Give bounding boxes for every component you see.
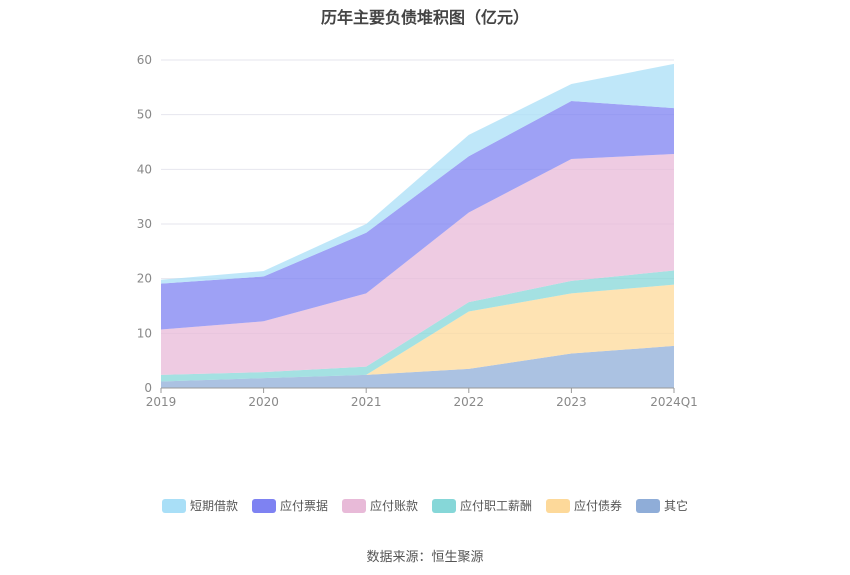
x-tick-label: 2019	[146, 395, 177, 409]
legend-swatch	[341, 498, 366, 513]
x-tick-label: 2020	[248, 395, 279, 409]
x-tick-label: 2022	[454, 395, 485, 409]
x-tick-label: 2024Q1	[650, 395, 698, 409]
legend-label: 应付票据	[279, 499, 328, 513]
legend-item[interactable]: 应付票据	[251, 497, 328, 514]
y-tick-label: 30	[137, 217, 152, 231]
legend-item[interactable]: 应付账款	[341, 497, 418, 514]
legend-label: 应付债券	[574, 499, 623, 513]
data-source: 数据来源：恒生聚源	[366, 550, 484, 565]
legend-swatch	[251, 498, 276, 513]
legend-label: 应付职工薪酬	[460, 499, 533, 513]
legend-item[interactable]: 其它	[636, 497, 688, 514]
area-series	[161, 63, 674, 388]
legend-swatch	[546, 498, 571, 513]
legend-item[interactable]: 应付债券	[546, 497, 622, 514]
legend-swatch	[636, 498, 661, 513]
legend: 短期借款 应付票据 应付账款 应付职工薪酬 应付债券 其它	[0, 497, 850, 514]
legend-swatch	[161, 498, 186, 513]
series-area-5[interactable]	[161, 63, 674, 284]
legend-item[interactable]: 应付职工薪酬	[432, 497, 532, 514]
series-area-0[interactable]	[161, 345, 674, 388]
y-tick-label: 40	[137, 162, 152, 176]
series-area-1[interactable]	[161, 284, 674, 382]
y-tick-label: 60	[137, 53, 152, 67]
y-tick-label: 0	[144, 381, 152, 395]
series-area-4[interactable]	[161, 101, 674, 330]
legend-item[interactable]: 短期借款	[161, 497, 238, 514]
axes: 0 10 20 30 40 50 60 2019 2020 2021 2022 2023 2024Q1	[137, 53, 698, 409]
legend-swatch	[432, 498, 456, 513]
series-area-2[interactable]	[161, 270, 674, 382]
legend-label: 应付账款	[369, 499, 418, 513]
legend-label: 短期借款	[189, 499, 238, 513]
legend-label: 其它	[664, 499, 689, 513]
chart-title: 历年主要负债堆积图（亿元）	[320, 8, 529, 27]
y-tick-label: 20	[137, 272, 152, 286]
x-tick-label: 2023	[556, 395, 587, 409]
x-tick-label: 2021	[351, 395, 382, 409]
y-tick-label: 10	[137, 326, 152, 340]
y-tick-label: 50	[137, 108, 152, 122]
series-area-3[interactable]	[161, 154, 674, 375]
